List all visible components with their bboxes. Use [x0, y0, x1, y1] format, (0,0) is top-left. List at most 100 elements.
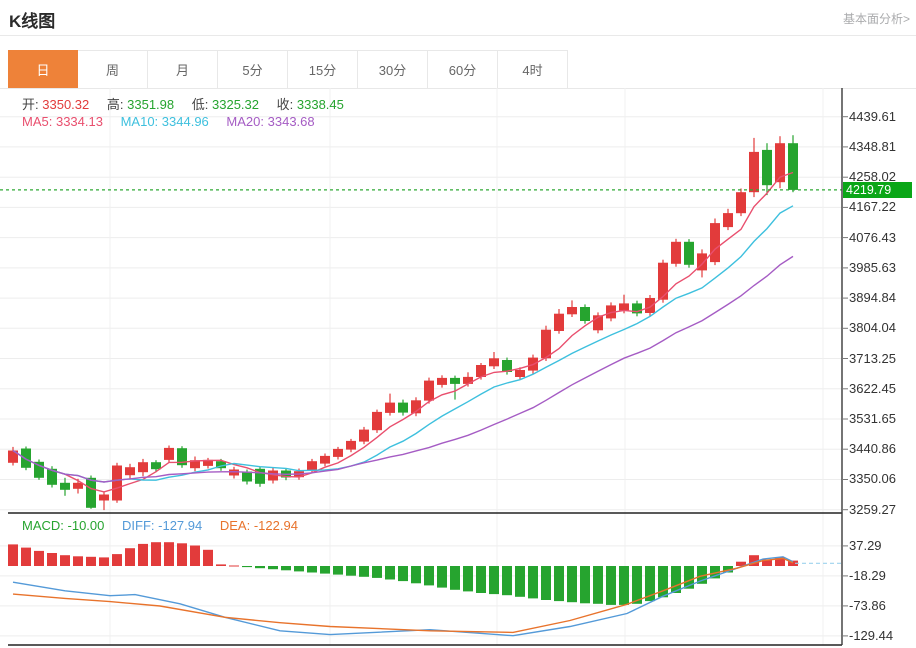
candle-body [190, 460, 200, 469]
ma20-value: 3343.68 [267, 114, 315, 129]
macd-bar [229, 565, 239, 567]
candle-body [359, 429, 369, 442]
price-axis-label: 3804.04 [849, 320, 896, 335]
tab-day[interactable]: 日 [8, 50, 78, 88]
fundamental-analysis-link[interactable]: 基本面分析> [842, 12, 910, 26]
price-axis-label: 3622.45 [849, 381, 896, 396]
macd-bar [450, 566, 460, 590]
candle-body [463, 376, 473, 384]
candle-body [86, 477, 96, 508]
tab-30min[interactable]: 30分 [358, 50, 428, 88]
macd-bar [515, 566, 525, 597]
macd-label: MACD: [22, 518, 64, 533]
ma10-label: MA10: [120, 114, 159, 129]
tab-month[interactable]: 月 [148, 50, 218, 88]
kline-chart[interactable]: 开: 3350.32 高: 3351.98 低: 3325.32 收: 3338… [0, 88, 916, 648]
candle-body [385, 402, 395, 413]
macd-bar [125, 548, 135, 566]
ma10-line [12, 205, 794, 483]
candle-body [593, 315, 603, 331]
price-axis-label: 3440.86 [849, 441, 896, 456]
candle-body [632, 303, 642, 314]
candle-body [567, 307, 577, 315]
macd-bar [372, 566, 382, 578]
high-value: 3351.98 [127, 97, 175, 112]
tab-60min[interactable]: 60分 [428, 50, 498, 88]
price-axis-label: 3985.63 [849, 260, 896, 275]
macd-panel [8, 542, 842, 637]
tab-15min[interactable]: 15分 [288, 50, 358, 88]
dea-label: DEA: [219, 518, 251, 533]
macd-axis-label: 37.29 [849, 538, 882, 553]
macd-bar [281, 566, 291, 571]
macd-bar [60, 555, 70, 566]
macd-bar [398, 566, 408, 582]
macd-bar [307, 566, 317, 573]
macd-bar [268, 566, 278, 570]
candle-body [346, 440, 356, 450]
candle-body [450, 377, 460, 384]
price-axis-label: 4076.43 [849, 230, 896, 245]
candle-body [320, 455, 330, 464]
low-value: 3325.32 [212, 97, 259, 112]
macd-bar [47, 553, 57, 566]
ma20-line [12, 255, 794, 483]
macd-bar [463, 566, 473, 592]
candle-body [437, 377, 447, 385]
macd-bar [190, 545, 200, 566]
low-label: 低: [191, 97, 209, 112]
price-panel [0, 135, 842, 511]
candle-body [125, 467, 135, 476]
candle-body [554, 313, 564, 331]
macd-bar [333, 566, 343, 575]
price-axis-label: 4348.81 [849, 139, 896, 154]
price-axis-label: 4167.22 [849, 199, 896, 214]
candle-body [398, 402, 408, 413]
candle-body [229, 469, 239, 476]
macd-bar [788, 560, 798, 566]
candle-body [333, 448, 343, 457]
macd-bar [684, 566, 694, 589]
candle-body [515, 370, 525, 377]
macd-bar [86, 556, 96, 566]
candle-body [203, 459, 213, 466]
candle-body [489, 358, 499, 367]
candle-body [580, 307, 590, 321]
macd-bar [73, 556, 83, 566]
tab-4hour[interactable]: 4时 [498, 50, 568, 88]
tab-5min[interactable]: 5分 [218, 50, 288, 88]
macd-bar [34, 550, 44, 566]
candle-body [164, 447, 174, 460]
dea-value: -122.94 [253, 518, 298, 533]
interval-tab-bar: 日 周 月 5分 15分 30分 60分 4时 [0, 50, 916, 89]
tab-week[interactable]: 周 [78, 50, 148, 88]
candle-body [112, 465, 122, 501]
macd-axis-label: -129.44 [849, 628, 894, 643]
macd-bar [749, 555, 759, 566]
ma5-label: MA5: [22, 114, 53, 129]
chart-canvas[interactable] [0, 88, 916, 648]
ma10-value: 3344.96 [161, 114, 209, 129]
macd-bar [658, 566, 668, 598]
page-header: K线图 基本面分析> [0, 0, 916, 36]
candle-body [749, 151, 759, 193]
candle-body [151, 462, 161, 470]
macd-bar [346, 566, 356, 576]
candle-body [60, 482, 70, 490]
high-label: 高: [106, 97, 124, 112]
candle-body [723, 213, 733, 228]
price-axis-label: 3531.65 [849, 411, 896, 426]
macd-bar [671, 566, 681, 593]
axis-ticks [842, 116, 848, 637]
candle-body [684, 241, 694, 265]
macd-bar [151, 542, 161, 566]
candle-body [138, 462, 148, 473]
candle-body [34, 461, 44, 478]
macd-bar [242, 566, 252, 568]
candle-body [411, 400, 421, 414]
macd-bar [645, 566, 655, 602]
price-axis-label: 3350.06 [849, 471, 896, 486]
macd-bar [502, 566, 512, 596]
candle-body [73, 482, 83, 489]
